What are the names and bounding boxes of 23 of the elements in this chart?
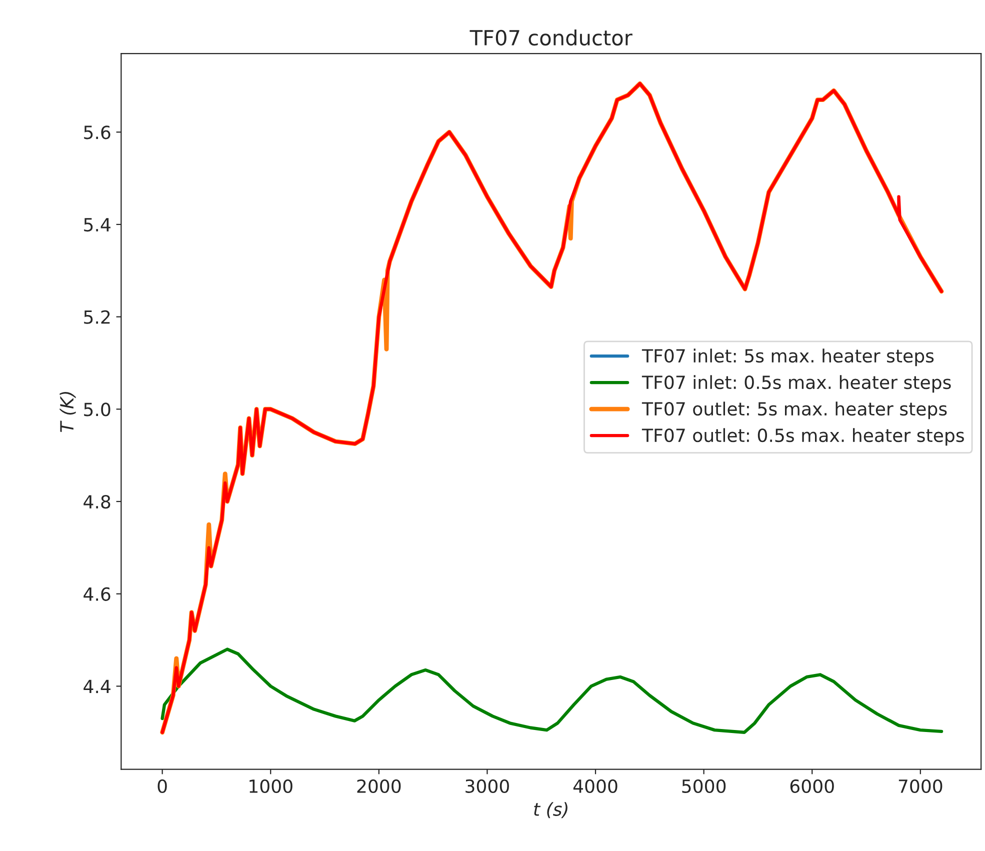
chart-title: TF07 conductor — [470, 29, 632, 46]
x-tick-label: 7000 — [898, 779, 942, 793]
x-tick-label: 5000 — [682, 779, 726, 793]
legend-label: TF07 inlet: 0.5s max. heater steps — [642, 375, 951, 393]
legend-label: TF07 outlet: 5s max. heater steps — [642, 402, 947, 420]
y-tick-label: 5.6 — [84, 126, 110, 140]
legend-label: TF07 outlet: 0.5s max. heater steps — [642, 428, 964, 446]
x-tick-label: 4000 — [573, 779, 618, 793]
y-tick-label: 5.4 — [84, 218, 110, 232]
y-tick-label: 4.6 — [84, 587, 110, 601]
legend-label: TF07 inlet: 5s max. heater steps — [642, 348, 934, 366]
x-tick-label: 1000 — [250, 779, 292, 793]
y-tick-label: 5.2 — [84, 310, 110, 324]
x-tick-label: 6000 — [790, 779, 834, 793]
y-tick-label: 5.0 — [84, 402, 110, 416]
x-axis-title: t (s) — [534, 802, 568, 818]
x-tick-label: 2000 — [357, 779, 401, 793]
y-tick-label: 4.4 — [84, 680, 110, 694]
line-series — [160, 648, 944, 734]
x-tick-label: 0 — [158, 779, 167, 793]
y-tick-label: 4.8 — [84, 494, 110, 509]
x-tick-label: 3000 — [466, 779, 509, 793]
y-axis-title: T (K) — [60, 392, 76, 432]
